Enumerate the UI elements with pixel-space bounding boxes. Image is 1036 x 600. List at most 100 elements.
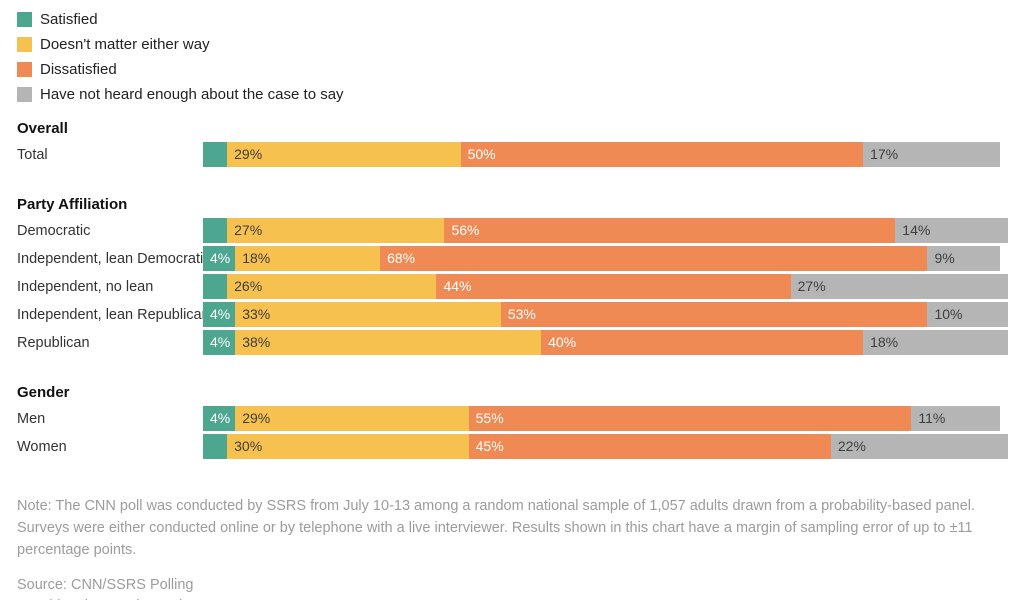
row-label: Women (17, 438, 67, 455)
segment-label: 27% (234, 222, 263, 238)
section-header: Overall (17, 120, 68, 137)
bar-segment: 14% (895, 218, 1008, 243)
bar-segment: 45% (468, 434, 831, 459)
segment-label: 17% (870, 146, 899, 162)
segment-label: 50% (467, 146, 496, 162)
bar-segment: 4% (203, 302, 236, 327)
legend: Satisfied Doesn't matter either way Dissat… (17, 7, 1036, 107)
chart-row: Women 30% 45% 22% (17, 434, 1008, 459)
legend-item: Have not heard enough about the case to … (17, 82, 1036, 107)
teal-swatch (17, 12, 32, 27)
bar-track: 27% 56% 14% (203, 218, 1008, 243)
bar-segment: 9% (927, 246, 1000, 271)
bar-segment: 27% (790, 274, 1008, 299)
segment-label: 18% (870, 334, 899, 350)
segment-label: 30% (234, 438, 263, 454)
row-label: Men (17, 410, 46, 427)
chart-row: Independent, lean Republican 4% 33% 53% 10% (17, 302, 1008, 327)
segment-label: 27% (797, 278, 826, 294)
bar-segment: 4% (203, 406, 236, 431)
chart-row: Men 4% 29% 55% 11% (17, 406, 1008, 431)
legend-label: Satisfied (40, 11, 98, 28)
source-text: Source: CNN/SSRS Polling (17, 577, 194, 593)
bar-segment: 56% (444, 218, 896, 243)
segment-label: 4% (210, 410, 231, 426)
segment-label: 22% (837, 438, 866, 454)
credit-text: Graphic: Alex Leeds Matthews, CNN (17, 596, 1036, 600)
segment-label: 4% (210, 306, 231, 322)
segment-label: 40% (548, 334, 577, 350)
legend-item: Satisfied (17, 7, 1036, 32)
bar-segment: 18% (235, 246, 381, 271)
segment-label: 53% (507, 306, 536, 322)
row-label: Independent, lean Republican (17, 306, 210, 323)
bar-segment (203, 218, 228, 243)
segment-label: 26% (234, 278, 263, 294)
segment-label: 14% (902, 222, 931, 238)
bar-segment: 38% (235, 330, 542, 355)
segment-label: 45% (475, 438, 504, 454)
legend-label: Have not heard enough about the case to … (40, 86, 344, 103)
bar-track: 4% 38% 40% 18% (203, 330, 1008, 355)
segment-label: 55% (475, 410, 504, 426)
bar-segment: 68% (380, 246, 928, 271)
row-label: Total (17, 146, 48, 163)
legend-item: Dissatisfied (17, 57, 1036, 82)
segment-label: 11% (918, 410, 946, 426)
chart-row: Independent, lean Democratic 4% 18% 68% 9% (17, 246, 1008, 271)
bar-track: 26% 44% 27% (203, 274, 1008, 299)
bar-segment: 4% (203, 246, 236, 271)
segment-label: 29% (234, 146, 263, 162)
bar-segment: 29% (235, 406, 469, 431)
segment-label: 44% (443, 278, 472, 294)
bar-segment: 55% (468, 406, 912, 431)
bar-segment: 17% (863, 142, 1000, 167)
bar-segment: 40% (541, 330, 864, 355)
bar-segment (203, 434, 228, 459)
segment-label: 18% (242, 250, 271, 266)
bar-segment: 10% (927, 302, 1008, 327)
bar-segment: 44% (436, 274, 791, 299)
chart-row: Republican 4% 38% 40% 18% (17, 330, 1008, 355)
chart-row: Independent, no lean 26% 44% 27% (17, 274, 1008, 299)
bar-segment: 11% (911, 406, 1000, 431)
row-label: Independent, lean Democratic (17, 250, 211, 267)
bar-track: 30% 45% 22% (203, 434, 1008, 459)
legend-item: Doesn't matter either way (17, 32, 1036, 57)
bar-segment: 4% (203, 330, 236, 355)
legend-label: Dissatisfied (40, 61, 117, 78)
bar-segment: 53% (500, 302, 928, 327)
orange-swatch (17, 62, 32, 77)
legend-label: Doesn't matter either way (40, 36, 210, 53)
row-label: Independent, no lean (17, 278, 154, 295)
segment-label: 33% (242, 306, 271, 322)
bar-segment (203, 274, 228, 299)
bar-segment (203, 142, 228, 167)
segment-label: 68% (387, 250, 416, 266)
segment-label: 38% (242, 334, 271, 350)
bar-segment: 29% (227, 142, 461, 167)
segment-label: 4% (210, 250, 231, 266)
note-text: Note: The CNN poll was conducted by SSRS… (17, 498, 976, 558)
bar-track: 4% 18% 68% 9% (203, 246, 1008, 271)
chart-row: Democratic 27% 56% 14% (17, 218, 1008, 243)
gray-swatch (17, 87, 32, 102)
row-label: Republican (17, 334, 90, 351)
bar-track: 4% 29% 55% 11% (203, 406, 1008, 431)
segment-label: 10% (934, 306, 963, 322)
section-header: Gender (17, 384, 70, 401)
bar-segment: 30% (227, 434, 469, 459)
bar-segment: 27% (227, 218, 445, 243)
bar-segment: 22% (830, 434, 1008, 459)
segment-label: 4% (210, 334, 231, 350)
chart-row: Total 29% 50% 17% (17, 142, 1008, 167)
segment-label: 29% (242, 410, 271, 426)
bar-segment: 26% (227, 274, 437, 299)
yellow-swatch (17, 37, 32, 52)
bar-track: 29% 50% 17% (203, 142, 1008, 167)
section-header: Party Affiliation (17, 196, 128, 213)
bar-track: 4% 33% 53% 10% (203, 302, 1008, 327)
bar-segment: 33% (235, 302, 501, 327)
stacked-bar-chart: Overall Total 29% 50% 17% Party Affiliation De… (17, 121, 1008, 459)
